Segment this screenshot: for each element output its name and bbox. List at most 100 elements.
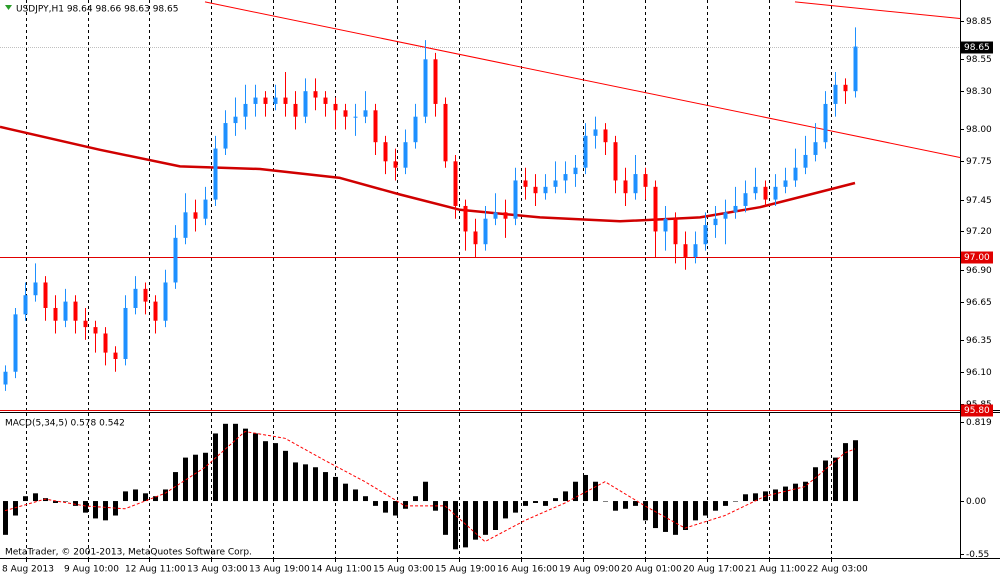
macd-bar	[163, 489, 168, 502]
macd-bar	[473, 501, 478, 540]
macd-bar	[773, 489, 778, 502]
x-tick-label: 15 Aug 03:00	[373, 565, 434, 575]
level-label: 98.65	[964, 43, 990, 53]
candle-body	[83, 320, 88, 328]
candle-body	[493, 212, 498, 219]
macd-bar	[283, 450, 288, 502]
candle-body	[713, 218, 718, 226]
macd-bar	[753, 493, 758, 502]
candle-body	[193, 212, 198, 219]
candle-body	[413, 116, 418, 143]
macd-bar	[353, 489, 358, 502]
chart-title: USDJPY,H1 98.64 98.66 98.63 98.65	[16, 5, 178, 15]
macd-bar	[613, 501, 618, 511]
macd-bar	[193, 454, 198, 502]
candle-body	[73, 301, 78, 321]
level-label: 97.00	[964, 253, 990, 263]
candle-body	[273, 97, 278, 104]
candle-body	[243, 103, 248, 117]
macd-bar	[703, 501, 708, 516]
candle-body	[793, 167, 798, 181]
macd-bar	[793, 483, 798, 502]
y-tick-label: -0.55	[966, 550, 989, 560]
candle-body	[673, 218, 678, 245]
macd-bar	[423, 481, 428, 502]
candle-body	[123, 307, 128, 359]
macd-bar	[843, 443, 848, 502]
macd-bar	[543, 501, 548, 506]
candle-body	[463, 205, 468, 232]
macd-bar	[253, 433, 258, 502]
candle-body	[543, 186, 548, 194]
macd-bar	[783, 486, 788, 502]
candle-body	[803, 154, 808, 168]
symbol-icon	[5, 5, 12, 10]
candle-body	[573, 167, 578, 175]
macd-bar	[493, 501, 498, 531]
macd-bar	[713, 501, 718, 511]
x-tick-label: 21 Aug 11:00	[745, 565, 806, 575]
macd-bar	[23, 496, 28, 502]
macd-bar	[523, 501, 528, 506]
candle-body	[113, 352, 118, 359]
macd-bar	[233, 423, 238, 502]
candle-body	[433, 59, 438, 104]
candle-body	[743, 193, 748, 206]
candle-body	[503, 212, 508, 219]
candle-body	[233, 116, 238, 124]
candle-body	[343, 110, 348, 117]
x-tick-label: 16 Aug 16:00	[497, 565, 558, 575]
candle-body	[473, 231, 478, 245]
candle-body	[693, 244, 698, 257]
candle-body	[373, 110, 378, 143]
macd-bar	[313, 467, 318, 502]
macd-bar	[643, 501, 648, 521]
macd-bar	[563, 491, 568, 502]
level-label: 95.80	[964, 406, 990, 416]
macd-bar	[683, 501, 688, 531]
macd-bar	[503, 501, 508, 519]
candle-body	[723, 212, 728, 219]
candle-body	[703, 225, 708, 245]
candle-body	[333, 103, 338, 111]
macd-bar	[533, 501, 538, 503]
y-tick-label: 98.55	[966, 55, 992, 65]
macd-bar	[653, 501, 658, 529]
x-tick-label: 20 Aug 17:00	[683, 565, 744, 575]
macd-bar	[453, 501, 458, 550]
candle-body	[623, 180, 628, 194]
candle-body	[533, 186, 538, 194]
macd-bar	[513, 501, 518, 513]
macd-bar	[143, 493, 148, 502]
candle-body	[213, 148, 218, 200]
candle-body	[223, 123, 228, 149]
candle-body	[53, 307, 58, 321]
macd-bar	[293, 462, 298, 502]
y-tick-label: 96.65	[966, 298, 992, 308]
indicator-title: MACD(5,34,5) 0.578 0.542	[5, 419, 125, 429]
candle-body	[583, 135, 588, 168]
macd-bar	[93, 501, 98, 519]
x-tick-label: 9 Aug 10:00	[64, 565, 119, 575]
y-tick-label: 96.35	[966, 336, 992, 346]
macd-bar	[673, 501, 678, 535]
macd-bar	[243, 428, 248, 502]
macd-bar	[593, 481, 598, 502]
macd-bar	[123, 491, 128, 502]
candle-body	[653, 186, 658, 232]
candle-body	[613, 142, 618, 181]
macd-bar	[63, 501, 68, 502]
candle-body	[753, 186, 758, 194]
candle-body	[253, 97, 258, 104]
y-tick-label: 96.90	[966, 266, 992, 276]
y-tick-label: 97.20	[966, 227, 992, 237]
candle-body	[563, 174, 568, 181]
x-tick-label: 13 Aug 19:00	[249, 565, 310, 575]
macd-bar	[813, 467, 818, 502]
candle-body	[13, 314, 18, 372]
candle-body	[833, 84, 838, 104]
macd-bar	[663, 501, 668, 532]
macd-bar	[153, 496, 158, 502]
candle-body	[633, 174, 638, 194]
